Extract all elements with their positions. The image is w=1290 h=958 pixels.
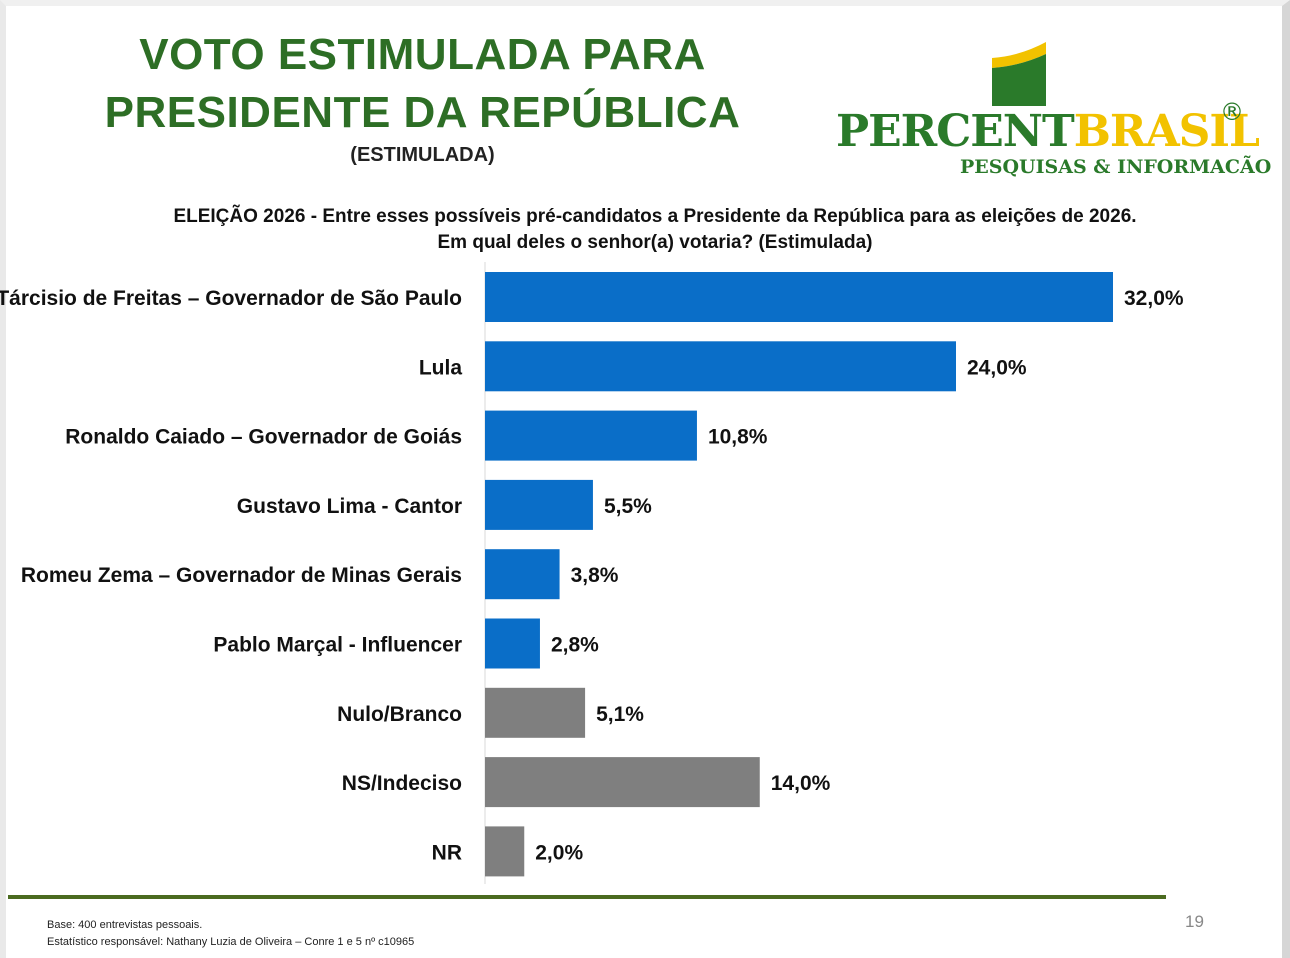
category-label: Nulo/Branco — [337, 703, 462, 726]
title-line-1: VOTO ESTIMULADA PARA — [139, 30, 706, 79]
bar-1 — [485, 341, 956, 392]
question-line-2: Em qual deles o senhor(a) votaria? (Esti… — [437, 232, 873, 253]
title-line-2: PRESIDENTE DA REPÚBLICA — [104, 88, 741, 137]
survey-question: ELEIÇÃO 2026 - Entre esses possíveis pré… — [140, 204, 1170, 256]
page-subtitle: (ESTIMULADA) — [350, 144, 495, 166]
page-title: VOTO ESTIMULADA PARA PRESIDENTE DA REPÚB… — [100, 26, 745, 142]
bar-0 — [485, 272, 1113, 322]
question-line-1: ELEIÇÃO 2026 - Entre esses possíveis pré… — [173, 206, 1137, 227]
category-label: NS/Indeciso — [342, 772, 462, 795]
bar-7 — [485, 757, 760, 808]
logo-word-brasil: BRASIL — [1073, 106, 1260, 157]
footer-statistician: Estatístico responsável: Nathany Luzia d… — [47, 936, 415, 948]
bar-6 — [485, 687, 586, 738]
value-label: 5,5% — [604, 495, 652, 518]
bar-chart: Tárcisio de Freitas – Governador de São … — [0, 262, 1184, 884]
flag-logo-icon — [992, 42, 1046, 106]
value-label: 5,1% — [596, 703, 644, 726]
footer-divider — [8, 895, 1166, 899]
bar-8 — [485, 826, 525, 877]
value-label: 32,0% — [1124, 287, 1184, 310]
bar-5 — [485, 618, 540, 669]
value-label: 10,8% — [708, 426, 768, 449]
category-label: Tárcisio de Freitas – Governador de São … — [0, 287, 462, 310]
value-label: 2,0% — [535, 841, 583, 864]
logo-tagline: PESQUISAS & INFORMACÃO — [960, 156, 1272, 178]
bar-4 — [485, 549, 560, 600]
logo-wordmark: PERCENTBRASIL — [836, 106, 1260, 157]
value-label: 24,0% — [967, 356, 1027, 379]
category-label: NR — [432, 841, 462, 864]
registered-mark: ® — [1220, 98, 1244, 126]
bar-2 — [485, 410, 697, 461]
footer-base: Base: 400 entrevistas pessoais. — [47, 919, 203, 931]
category-label: Pablo Marçal - Influencer — [213, 634, 462, 657]
category-label: Gustavo Lima - Cantor — [237, 495, 462, 518]
bar-3 — [485, 479, 593, 530]
percentbrasil-logo: PERCENTBRASIL ® PESQUISAS & INFORMACÃO — [832, 40, 1271, 190]
value-label: 3,8% — [571, 564, 619, 587]
category-label: Lula — [419, 356, 462, 379]
category-label: Romeu Zema – Governador de Minas Gerais — [21, 564, 462, 587]
page-number: 19 — [1185, 912, 1204, 931]
footer-notes: Base: 400 entrevistas pessoais. Estatíst… — [47, 917, 414, 951]
value-label: 2,8% — [551, 634, 599, 657]
category-label: Ronaldo Caiado – Governador de Goiás — [65, 426, 462, 449]
logo-word-percent: PERCENT — [836, 106, 1075, 157]
value-label: 14,0% — [771, 772, 831, 795]
